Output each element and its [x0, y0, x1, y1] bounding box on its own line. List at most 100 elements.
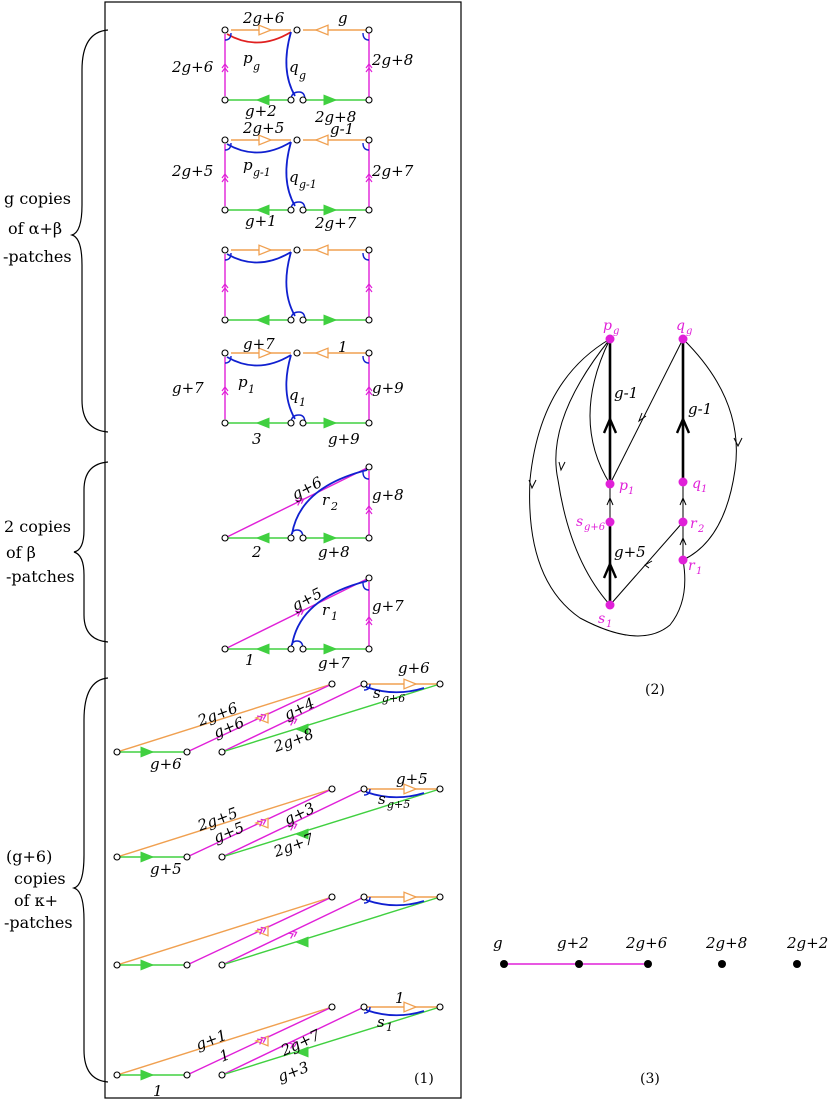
k-hook: [363, 896, 371, 904]
k-vertex: [328, 893, 336, 901]
k-vertex: [328, 680, 336, 688]
node-qg-sub: g: [686, 326, 692, 337]
ab-vertex: [221, 26, 229, 34]
b1-bottom-left: 2: [251, 543, 262, 561]
side-b-line2: of β: [6, 543, 36, 562]
b2-bottom-right: g+7: [318, 654, 350, 672]
ab1-top-left: 2g+6: [242, 9, 285, 27]
b-bottom-arrow-2: [323, 532, 338, 544]
line-label-2: g+2: [557, 934, 589, 952]
node-s1: [605, 600, 615, 610]
ab-bottom-arrow-2: [323, 417, 338, 429]
line-node-1: [500, 960, 508, 968]
k-magenta-arrow-1: [256, 926, 267, 935]
k-magenta-arrow-2: [287, 717, 298, 726]
k-vertex: [218, 961, 226, 969]
edge-r2-s1-arrow: [644, 560, 653, 569]
ab4-p: p: [238, 373, 248, 391]
side-k-line3: of κ+: [14, 891, 58, 910]
ab1-q: q: [289, 58, 299, 76]
ab-vertex: [287, 206, 295, 214]
ab-left-double-arrow: [221, 283, 229, 293]
ab1-q-sub: g: [299, 69, 306, 82]
k4-green-short: 1: [153, 1082, 163, 1100]
ab-p-arc: [226, 31, 292, 44]
node-r2-sub: 2: [697, 524, 704, 535]
node-q1-sub: 1: [701, 484, 707, 495]
ab-hook-bottom: [290, 201, 306, 211]
ab-p-arc: [226, 251, 292, 264]
ab-bottom-arrow-2: [323, 204, 338, 216]
ab-top-arrow-1: [258, 134, 273, 146]
k2-green-short: g+5: [150, 860, 182, 878]
ab4-q: q: [289, 386, 299, 404]
b-vertex: [221, 534, 229, 542]
node-pg: [605, 334, 615, 344]
node-pg-sub: g: [613, 326, 619, 337]
edge-pg-p1-curve: [589, 338, 611, 485]
k2-s: s: [378, 790, 386, 808]
side-k-line2: copies: [14, 869, 66, 888]
line-graph-caption: (3): [640, 1071, 660, 1087]
b2-r-sub: 1: [331, 610, 338, 623]
node-sg6-label: s: [576, 514, 583, 530]
k-patch-2: [113, 783, 444, 863]
line-label-5: 2g+2: [786, 934, 828, 952]
b1-bottom-right: g+8: [318, 543, 350, 561]
k-magenta-arrow-2: [287, 822, 298, 831]
ab-hook-tl: [224, 355, 232, 364]
ab-patch-4: [221, 347, 373, 429]
ab-hook-bottom: [290, 311, 306, 321]
b-hook-bottom: [290, 640, 304, 650]
ab-vertex: [287, 96, 295, 104]
k-orange-long-edge: [116, 683, 333, 753]
b-vertex: [287, 645, 295, 653]
k-vertex: [436, 1003, 444, 1011]
b-vertex: [299, 645, 307, 653]
node-q1: [678, 477, 688, 487]
node-qg: [678, 334, 688, 344]
k-green-long-edge: [221, 788, 441, 858]
ab-hook-tr: [362, 355, 370, 364]
k-vertex: [113, 1071, 121, 1079]
brace-k: [71, 677, 109, 1083]
ab-patch-2: [221, 134, 373, 216]
b-right-double-arrow: [365, 505, 373, 515]
edge-p1-pg-arrow: [602, 415, 618, 434]
k-magenta-arrow-2: [287, 930, 298, 939]
b1-right: g+8: [372, 486, 404, 504]
side-b-line3: -patches: [6, 567, 75, 586]
k-s-arc: [365, 791, 425, 799]
k-magenta-arrow-2: [287, 1040, 298, 1049]
edge-q1-qg-arrow: [675, 415, 691, 434]
k-vertex: [218, 1071, 226, 1079]
node-p1-sub: 1: [628, 486, 634, 497]
node-q1-label: q: [692, 476, 701, 492]
edge-right-label: g-1: [688, 400, 712, 418]
ab-right-double-arrow: [365, 173, 373, 183]
b1-diag: g+6: [289, 473, 326, 504]
node-r1-sub: 1: [696, 566, 702, 577]
graph-caption: (2): [645, 682, 665, 698]
brace-b: [73, 461, 109, 643]
b2-r: r: [322, 601, 330, 619]
ab-top-arrow-1: [258, 24, 273, 36]
k4-magenta2: 2g+7: [277, 1026, 323, 1060]
edge-sg6-p1-arrow: [606, 496, 614, 506]
ab-p-arc: [226, 141, 292, 154]
ab-hook-tl: [224, 142, 232, 151]
b1-r-sub: 2: [330, 500, 338, 513]
side-k-line1: (g+6): [6, 847, 52, 866]
ab-p-arc: [226, 354, 292, 367]
node-qg-label: q: [676, 318, 685, 334]
k-green-long-edge: [221, 1006, 441, 1076]
ab-vertex: [293, 246, 301, 254]
ab1-left: 2g+6: [171, 58, 214, 76]
line-node-5: [793, 960, 801, 968]
ab-vertex: [287, 316, 295, 324]
b-patch-2: [221, 574, 373, 655]
edge-r1-r2-arrow: [679, 536, 687, 546]
k-magenta-arrow-1: [256, 1036, 267, 1045]
node-r1: [678, 555, 688, 565]
